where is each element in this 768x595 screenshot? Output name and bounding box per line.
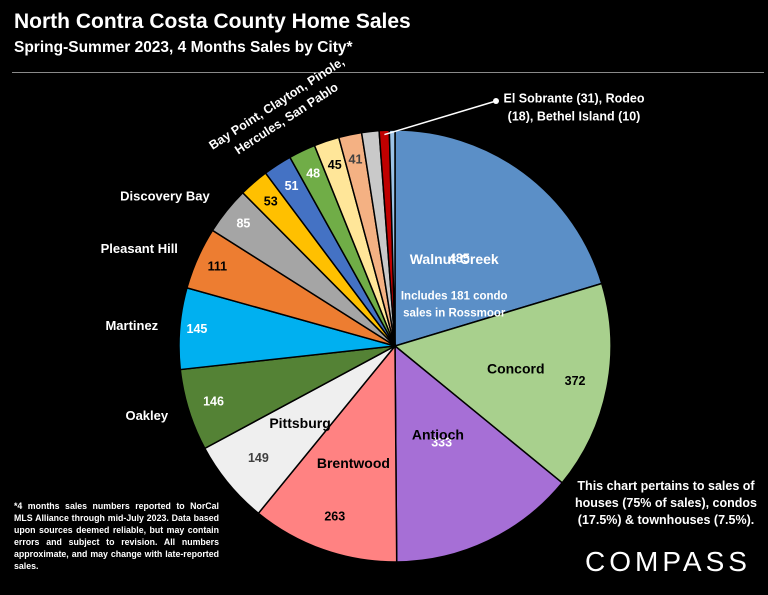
value-label-bay-point: 53	[264, 194, 278, 208]
value-label-hercules: 45	[328, 158, 342, 172]
callout-dot	[493, 98, 499, 104]
value-label-discovery-bay: 85	[236, 217, 250, 231]
walnut-creek-note-line: sales in Rossmoor	[403, 307, 506, 319]
value-label-concord: 372	[565, 374, 586, 388]
slice-label-brentwood: Brentwood	[317, 455, 390, 471]
slice-label-walnut-creek: Walnut Creek	[410, 251, 499, 267]
value-label-pittsburg: 149	[248, 451, 269, 465]
compass-logo: COMPASS	[585, 546, 751, 577]
outside-label-oakley: Oakley	[125, 408, 168, 423]
slice-label-pittsburg: Pittsburg	[269, 415, 330, 431]
footnote: *4 months sales numbers reported to NorC…	[14, 501, 219, 571]
pie-slice-bethel-island	[388, 129, 396, 347]
callout-label-line: (18), Bethel Island (10)	[508, 109, 641, 123]
chart-title: North Contra Costa County Home Sales	[14, 10, 411, 33]
header-divider	[12, 72, 764, 73]
walnut-creek-note-line: Includes 181 condo	[401, 290, 508, 302]
slice-label-concord: Concord	[487, 361, 545, 377]
value-label-martinez: 145	[187, 322, 208, 336]
callout-leader-line	[384, 100, 497, 136]
value-label-brentwood: 263	[324, 509, 345, 523]
value-label-san-pablo: 41	[349, 152, 363, 166]
outside-label-discovery-bay: Discovery Bay	[120, 189, 210, 204]
value-label-oakley: 146	[203, 395, 224, 409]
pie-slice-antioch	[394, 344, 564, 563]
value-label-pinole: 48	[306, 167, 320, 181]
callout-label-line: El Sobrante (31), Rodeo	[504, 91, 645, 105]
value-label-walnut-creek: 485	[449, 252, 470, 266]
pie-slice-walnut-creek	[394, 129, 603, 348]
outside-label-pleasant-hill: Pleasant Hill	[101, 241, 178, 256]
value-label-antioch: 333	[431, 436, 452, 450]
chart-subtitle: Spring-Summer 2023, 4 Months Sales by Ci…	[14, 39, 353, 56]
pie-slice-concord	[393, 282, 612, 484]
slice-label-antioch: Antioch	[412, 426, 464, 442]
outside-label-martinez: Martinez	[105, 318, 158, 333]
group-label-line: Bay Point, Clayton, Pinole,	[206, 55, 346, 153]
value-label-clayton: 51	[285, 179, 299, 193]
value-label-pleasant-hill: 111	[208, 259, 228, 273]
chart-note: This chart pertains to sales of houses (…	[575, 479, 757, 527]
pie-slice-brentwood	[257, 343, 398, 563]
